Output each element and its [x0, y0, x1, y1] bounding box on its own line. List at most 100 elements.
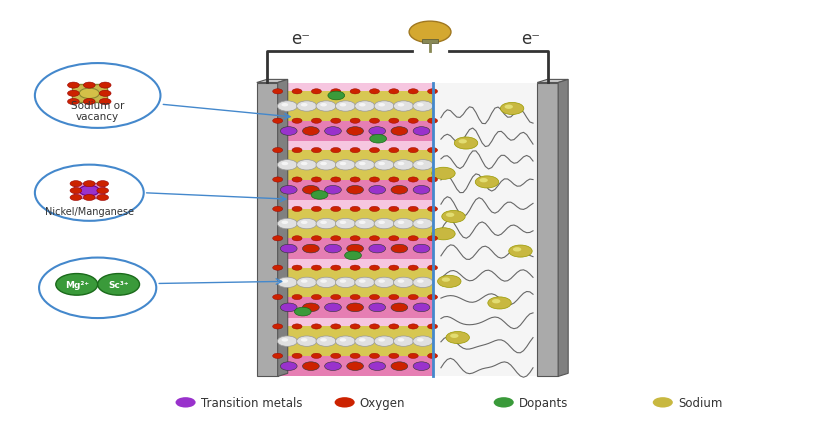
- Circle shape: [428, 207, 438, 212]
- Circle shape: [408, 119, 418, 124]
- Circle shape: [297, 102, 317, 112]
- Circle shape: [273, 295, 283, 300]
- Polygon shape: [278, 297, 433, 318]
- Circle shape: [277, 160, 297, 171]
- Circle shape: [389, 119, 399, 124]
- Circle shape: [273, 353, 283, 358]
- Circle shape: [277, 336, 297, 346]
- Circle shape: [409, 22, 451, 44]
- Circle shape: [302, 362, 319, 371]
- Circle shape: [505, 105, 513, 110]
- Circle shape: [292, 207, 302, 212]
- Circle shape: [39, 258, 156, 318]
- Circle shape: [292, 119, 302, 124]
- Circle shape: [277, 278, 297, 288]
- Circle shape: [70, 195, 81, 201]
- Circle shape: [324, 128, 341, 136]
- Circle shape: [301, 104, 307, 107]
- Circle shape: [347, 245, 364, 253]
- Circle shape: [350, 207, 360, 212]
- Circle shape: [450, 334, 459, 338]
- Circle shape: [509, 246, 533, 257]
- Circle shape: [328, 92, 344, 101]
- Polygon shape: [538, 80, 568, 83]
- Circle shape: [374, 160, 394, 171]
- Circle shape: [339, 104, 346, 107]
- Polygon shape: [278, 92, 433, 122]
- Circle shape: [513, 248, 522, 252]
- Circle shape: [281, 221, 288, 224]
- Circle shape: [391, 303, 407, 312]
- Circle shape: [331, 324, 341, 329]
- Circle shape: [292, 178, 302, 183]
- Circle shape: [316, 336, 336, 346]
- Circle shape: [350, 89, 360, 95]
- Circle shape: [35, 64, 160, 128]
- Circle shape: [374, 102, 394, 112]
- Circle shape: [281, 186, 297, 195]
- Polygon shape: [257, 83, 278, 377]
- Circle shape: [70, 181, 81, 187]
- Circle shape: [408, 353, 418, 358]
- Polygon shape: [538, 83, 558, 377]
- Circle shape: [359, 339, 365, 342]
- Circle shape: [302, 245, 319, 253]
- Circle shape: [350, 295, 360, 300]
- Circle shape: [501, 103, 524, 115]
- Circle shape: [83, 99, 95, 105]
- Circle shape: [350, 353, 360, 358]
- Circle shape: [428, 295, 438, 300]
- Circle shape: [413, 303, 430, 312]
- Circle shape: [428, 178, 438, 183]
- Circle shape: [312, 148, 322, 153]
- Circle shape: [354, 102, 375, 112]
- Circle shape: [324, 186, 341, 195]
- Circle shape: [324, 303, 341, 312]
- Circle shape: [331, 236, 341, 241]
- Circle shape: [653, 397, 673, 408]
- Circle shape: [316, 160, 336, 171]
- Circle shape: [393, 160, 413, 171]
- Circle shape: [442, 211, 465, 223]
- Circle shape: [347, 303, 364, 312]
- Circle shape: [438, 276, 461, 288]
- Circle shape: [374, 336, 394, 346]
- Circle shape: [389, 89, 399, 95]
- Circle shape: [475, 177, 499, 188]
- Polygon shape: [257, 80, 288, 83]
- Circle shape: [428, 236, 438, 241]
- Circle shape: [350, 324, 360, 329]
- Circle shape: [99, 83, 111, 89]
- Circle shape: [316, 219, 336, 229]
- Circle shape: [339, 162, 346, 166]
- Circle shape: [301, 162, 307, 166]
- Circle shape: [412, 278, 433, 288]
- Circle shape: [335, 102, 355, 112]
- Circle shape: [432, 228, 455, 240]
- Text: Transition metals: Transition metals: [201, 396, 302, 409]
- Circle shape: [273, 236, 283, 241]
- Circle shape: [320, 279, 327, 283]
- Circle shape: [312, 178, 322, 183]
- Circle shape: [389, 324, 399, 329]
- Circle shape: [281, 303, 297, 312]
- Circle shape: [316, 102, 336, 112]
- Circle shape: [292, 353, 302, 358]
- Circle shape: [83, 181, 95, 187]
- Circle shape: [412, 336, 433, 346]
- FancyBboxPatch shape: [71, 85, 107, 103]
- Circle shape: [370, 236, 380, 241]
- Circle shape: [79, 89, 99, 99]
- Circle shape: [428, 266, 438, 271]
- Circle shape: [370, 353, 380, 358]
- Circle shape: [397, 339, 404, 342]
- Circle shape: [408, 295, 418, 300]
- Circle shape: [320, 162, 327, 166]
- Text: Sodium: Sodium: [678, 396, 722, 409]
- Circle shape: [312, 89, 322, 95]
- Circle shape: [369, 128, 386, 136]
- Circle shape: [408, 89, 418, 95]
- Circle shape: [67, 91, 79, 97]
- Circle shape: [454, 138, 478, 150]
- Circle shape: [301, 221, 307, 224]
